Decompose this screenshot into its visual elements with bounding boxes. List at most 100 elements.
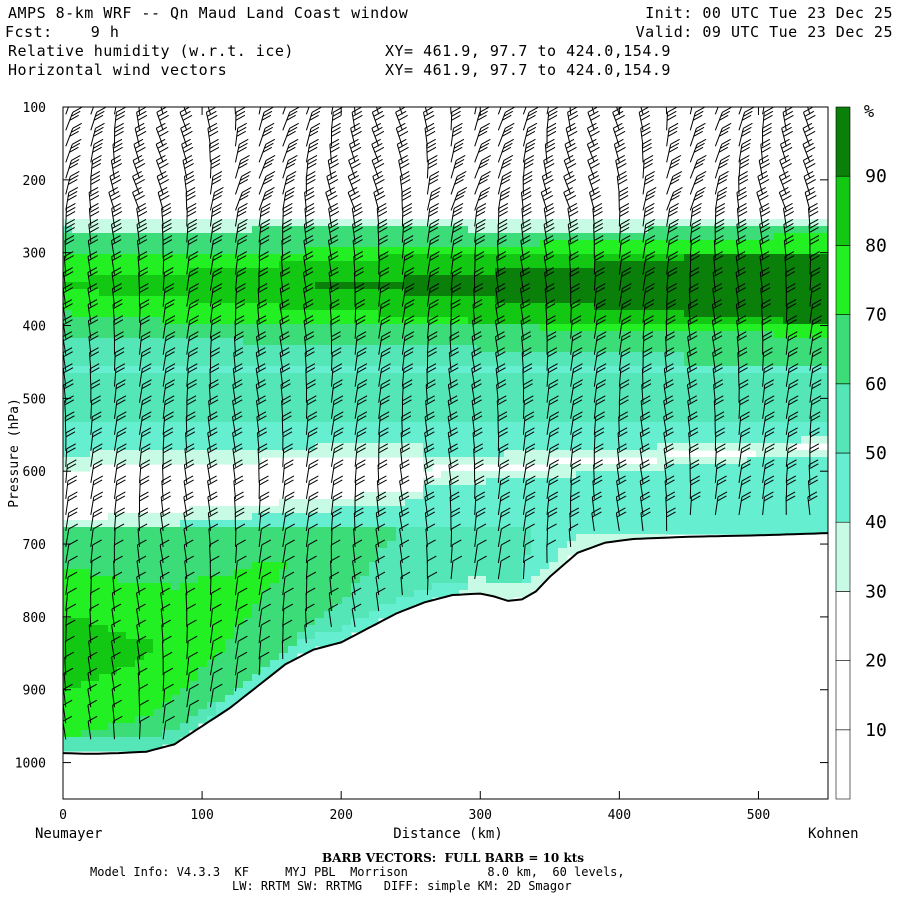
rh-cell bbox=[270, 548, 280, 556]
rh-cell bbox=[207, 289, 217, 297]
rh-cell bbox=[162, 289, 172, 297]
wind-barb-flag bbox=[111, 223, 122, 229]
rh-cell bbox=[747, 429, 757, 437]
rh-cell bbox=[270, 520, 280, 528]
rh-cell bbox=[459, 485, 469, 493]
rh-cell bbox=[819, 485, 828, 493]
rh-cell bbox=[225, 625, 235, 633]
rh-cell bbox=[144, 359, 154, 367]
rh-cell bbox=[378, 520, 388, 528]
rh-cell bbox=[90, 443, 100, 451]
rh-cell bbox=[243, 352, 253, 360]
rh-cell bbox=[441, 268, 451, 276]
rh-cell bbox=[162, 709, 172, 717]
rh-cell bbox=[243, 338, 253, 346]
rh-cell bbox=[756, 401, 766, 409]
rh-cell bbox=[729, 247, 739, 255]
rh-cell bbox=[171, 569, 181, 577]
rh-cell bbox=[207, 282, 217, 290]
rh-cell bbox=[360, 541, 370, 549]
rh-cell bbox=[153, 317, 163, 325]
rh-cell bbox=[360, 415, 370, 423]
rh-cell bbox=[819, 219, 828, 227]
rh-cell bbox=[342, 569, 352, 577]
rh-cell bbox=[288, 282, 298, 290]
rh-cell bbox=[153, 653, 163, 661]
rh-cell bbox=[63, 737, 73, 745]
rh-cell bbox=[567, 443, 577, 451]
rh-cell bbox=[441, 310, 451, 318]
rh-cell bbox=[495, 345, 505, 353]
rh-cell bbox=[288, 345, 298, 353]
rh-cell bbox=[513, 562, 523, 570]
rh-cell bbox=[459, 254, 469, 262]
rh-cell bbox=[81, 394, 91, 402]
rh-cell bbox=[783, 345, 793, 353]
rh-cell bbox=[414, 534, 424, 542]
rh-cell bbox=[459, 338, 469, 346]
rh-cell bbox=[432, 359, 442, 367]
rh-cell bbox=[108, 618, 118, 626]
rh-cell bbox=[639, 520, 649, 528]
rh-cell bbox=[99, 534, 109, 542]
rh-cell bbox=[261, 359, 271, 367]
rh-cell bbox=[99, 548, 109, 556]
rh-cell bbox=[279, 590, 289, 598]
rh-cell bbox=[513, 359, 523, 367]
rh-cell bbox=[747, 457, 757, 465]
rh-cell bbox=[333, 226, 343, 234]
rh-cell bbox=[117, 373, 127, 381]
rh-cell bbox=[468, 324, 478, 332]
rh-cell bbox=[234, 562, 244, 570]
rh-cell bbox=[153, 219, 163, 227]
rh-cell bbox=[90, 625, 100, 633]
rh-cell bbox=[450, 345, 460, 353]
rh-cell bbox=[720, 429, 730, 437]
rh-cell bbox=[405, 506, 415, 514]
rh-cell bbox=[504, 513, 514, 521]
rh-cell bbox=[225, 380, 235, 388]
rh-cell bbox=[234, 226, 244, 234]
rh-cell bbox=[288, 590, 298, 598]
rh-cell bbox=[432, 590, 442, 598]
rh-cell bbox=[162, 457, 172, 465]
rh-cell bbox=[585, 422, 595, 430]
rh-cell bbox=[162, 513, 172, 521]
rh-cell bbox=[720, 506, 730, 514]
rh-cell bbox=[126, 632, 136, 640]
rh-cell bbox=[531, 541, 541, 549]
rh-cell bbox=[207, 373, 217, 381]
rh-cell bbox=[369, 310, 379, 318]
rh-cell bbox=[513, 534, 523, 542]
rh-cell bbox=[189, 457, 199, 465]
rh-cell bbox=[333, 604, 343, 612]
wind-barb-flag bbox=[91, 395, 101, 402]
rh-cell bbox=[558, 555, 568, 563]
rh-cell bbox=[162, 310, 172, 318]
rh-cell bbox=[99, 576, 109, 584]
rh-cell bbox=[243, 548, 253, 556]
rh-cell bbox=[216, 674, 226, 682]
rh-cell bbox=[288, 443, 298, 451]
rh-cell bbox=[297, 618, 307, 626]
rh-cell bbox=[396, 303, 406, 311]
rh-cell bbox=[486, 331, 496, 339]
wind-barb-flag bbox=[89, 223, 99, 229]
rh-cell bbox=[135, 394, 145, 402]
rh-cell bbox=[225, 408, 235, 416]
rh-cell bbox=[603, 366, 613, 374]
wind-barb-staff bbox=[113, 432, 118, 451]
rh-cell bbox=[810, 408, 820, 416]
wind-barb-flag bbox=[69, 158, 80, 165]
rh-cell bbox=[243, 513, 253, 521]
rh-cell bbox=[450, 317, 460, 325]
rh-cell bbox=[756, 408, 766, 416]
rh-cell bbox=[342, 254, 352, 262]
rh-cell bbox=[261, 562, 271, 570]
rh-cell bbox=[369, 429, 379, 437]
rh-cell bbox=[342, 352, 352, 360]
rh-cell bbox=[630, 324, 640, 332]
rh-cell bbox=[549, 247, 559, 255]
rh-cell bbox=[99, 618, 109, 626]
rh-cell bbox=[477, 317, 487, 325]
